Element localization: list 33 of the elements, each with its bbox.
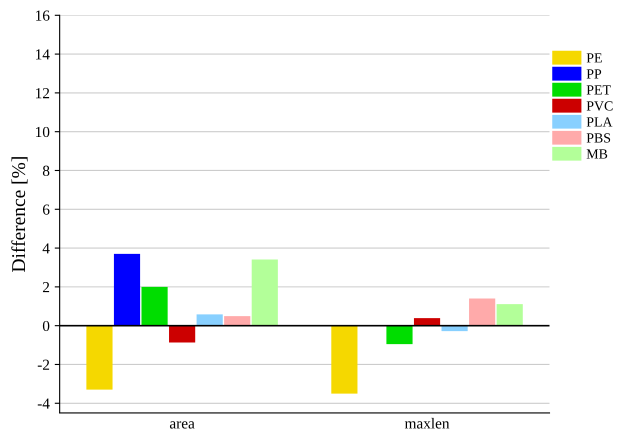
y-tick-label: 0 [42, 320, 50, 332]
y-tick-label: 2 [42, 282, 50, 292]
legend-label: PLA [586, 117, 612, 126]
bar [252, 260, 278, 326]
bar [469, 298, 496, 326]
bar [86, 326, 113, 390]
legend-label: PP [586, 69, 602, 78]
y-tick-label: 4 [42, 243, 50, 254]
y-tick-label: 8 [42, 166, 50, 176]
y-tick-label: 14 [36, 49, 50, 60]
legend-label: PET [586, 85, 611, 94]
legend-label: PVC [586, 101, 613, 111]
x-tick-label: area [170, 421, 195, 429]
y-tick-label: 12 [36, 88, 50, 98]
y-tick-label: 10 [36, 126, 50, 138]
bar [141, 286, 168, 326]
y-axis-title: Difference [%] [11, 157, 28, 272]
bar [496, 304, 523, 326]
bar [414, 318, 440, 326]
bar [169, 326, 196, 343]
y-tick-label: 16 [36, 10, 50, 21]
y-tick-label: -2 [38, 360, 50, 370]
x-tick-label: maxlen [404, 418, 450, 429]
bar [386, 326, 413, 344]
bar [114, 254, 140, 326]
bar [331, 326, 358, 394]
legend-label: PBS [586, 133, 610, 143]
legend-label: MB [586, 149, 608, 159]
bar [196, 314, 223, 326]
legend-label: PE [586, 53, 602, 62]
bar [224, 316, 250, 326]
y-tick-label: -4 [38, 398, 50, 409]
y-tick-label: 6 [42, 204, 50, 215]
